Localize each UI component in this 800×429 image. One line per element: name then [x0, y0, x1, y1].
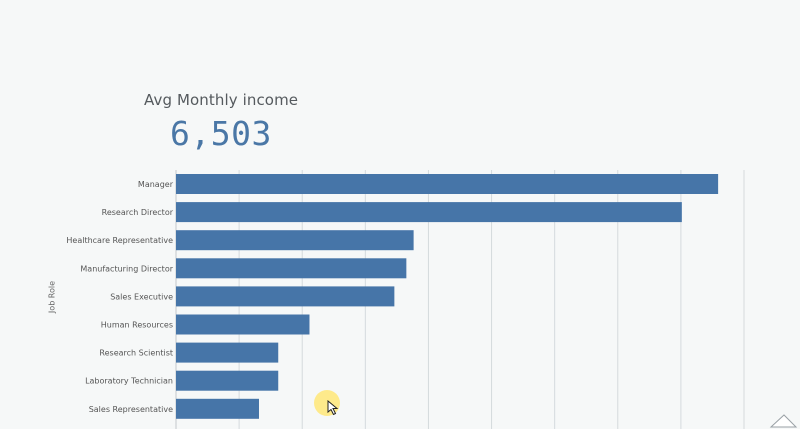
kpi-value: 6,503: [170, 114, 272, 153]
pointer-cursor-icon: [327, 400, 339, 416]
kpi-label: Avg Monthly income: [144, 91, 299, 109]
bar: [176, 286, 395, 307]
bar: [176, 398, 259, 419]
expand-corner-icon[interactable]: [768, 411, 798, 429]
bar: [176, 174, 719, 194]
category-label: Manager: [138, 180, 174, 189]
category-label: Manufacturing Director: [80, 264, 173, 273]
bar: [176, 202, 682, 223]
bar: [176, 342, 279, 363]
category-label: Research Scientist: [99, 349, 173, 358]
category-label: Sales Representative: [89, 405, 173, 414]
bar: [176, 230, 414, 251]
category-label: Healthcare Representative: [66, 236, 173, 245]
bar: [176, 370, 279, 391]
bar: [176, 258, 407, 279]
category-label: Sales Executive: [110, 292, 173, 301]
category-label: Research Director: [102, 208, 174, 217]
bar: [176, 314, 310, 335]
category-label: Laboratory Technician: [85, 377, 173, 386]
category-label: Human Resources: [101, 321, 173, 330]
cursor-highlight: [314, 390, 340, 416]
y-axis-title: Job Role: [47, 280, 57, 314]
